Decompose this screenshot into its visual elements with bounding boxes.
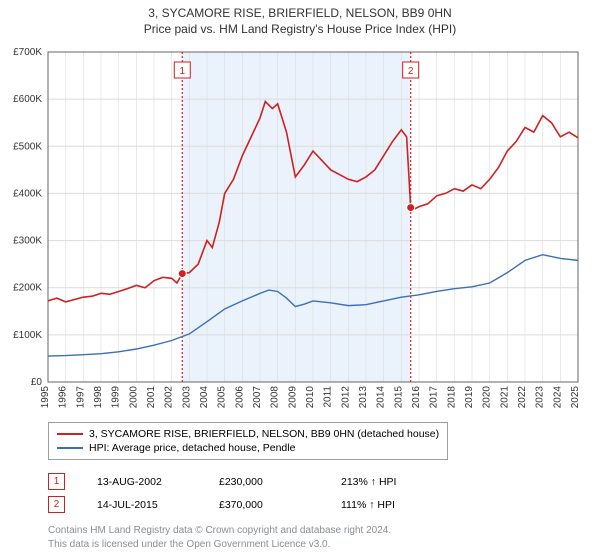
svg-text:£200K: £200K <box>13 283 42 294</box>
svg-text:2009: 2009 <box>287 386 298 409</box>
svg-text:2011: 2011 <box>323 386 334 408</box>
x-axis: 1995 1996 1997 1998 1999 2000 2001 2002 2003 2004… <box>40 380 600 424</box>
svg-text:£400K: £400K <box>13 188 42 199</box>
legend-item: 3, SYCAMORE RISE, BRIERFIELD, NELSON, BB… <box>57 427 439 441</box>
svg-text:2001: 2001 <box>146 386 157 409</box>
sale-marker-badge: 1 <box>48 473 65 490</box>
svg-text:2023: 2023 <box>535 386 546 409</box>
svg-text:2000: 2000 <box>128 386 139 409</box>
svg-text:2002: 2002 <box>164 386 175 409</box>
svg-text:£300K: £300K <box>13 236 42 247</box>
svg-text:£700K: £700K <box>13 47 42 58</box>
svg-text:1995: 1995 <box>40 386 51 409</box>
svg-text:2014: 2014 <box>376 386 387 409</box>
sale-price: £370,000 <box>219 499 309 511</box>
svg-text:2020: 2020 <box>482 386 493 409</box>
legend-item: HPI: Average price, detached house, Pend… <box>57 441 439 455</box>
svg-text:2025: 2025 <box>570 386 581 409</box>
sales-table: 1 13-AUG-2002 £230,000 213% ↑ HPI 2 14-J… <box>48 470 578 516</box>
attribution-line: Contains HM Land Registry data © Crown c… <box>48 524 578 538</box>
sale-hpi-rel: 111% ↑ HPI <box>341 499 491 511</box>
svg-text:2013: 2013 <box>358 386 369 409</box>
svg-text:2018: 2018 <box>446 386 457 409</box>
svg-text:2021: 2021 <box>499 386 510 409</box>
svg-text:2006: 2006 <box>234 386 245 409</box>
attribution: Contains HM Land Registry data © Crown c… <box>48 524 578 551</box>
svg-text:2004: 2004 <box>199 386 210 409</box>
legend-label: HPI: Average price, detached house, Pend… <box>89 442 295 454</box>
legend-swatch <box>57 433 83 435</box>
sale-date: 14-JUL-2015 <box>97 499 187 511</box>
legend-swatch <box>57 447 83 449</box>
sale-hpi-rel: 213% ↑ HPI <box>341 476 491 488</box>
svg-text:2012: 2012 <box>340 386 351 409</box>
table-row: 1 13-AUG-2002 £230,000 213% ↑ HPI <box>48 470 578 493</box>
svg-text:2010: 2010 <box>305 386 316 409</box>
legend: 3, SYCAMORE RISE, BRIERFIELD, NELSON, BB… <box>48 422 448 460</box>
svg-text:1998: 1998 <box>93 386 104 409</box>
svg-text:£500K: £500K <box>13 141 42 152</box>
svg-text:2005: 2005 <box>217 386 228 409</box>
svg-text:2: 2 <box>408 66 414 77</box>
svg-text:1996: 1996 <box>58 386 69 409</box>
svg-text:2008: 2008 <box>270 386 281 409</box>
chart-plot: £0£100K£200K£300K£400K£500K£600K£700K12 <box>48 52 578 382</box>
sale-price: £230,000 <box>219 476 309 488</box>
title-address: 3, SYCAMORE RISE, BRIERFIELD, NELSON, BB… <box>0 6 600 20</box>
attribution-line: This data is licensed under the Open Gov… <box>48 538 578 552</box>
title-subtitle: Price paid vs. HM Land Registry's House … <box>0 22 600 36</box>
svg-text:1: 1 <box>179 66 185 77</box>
svg-text:£600K: £600K <box>13 94 42 105</box>
legend-label: 3, SYCAMORE RISE, BRIERFIELD, NELSON, BB… <box>89 428 439 440</box>
svg-text:1997: 1997 <box>75 386 86 409</box>
chart-title-block: 3, SYCAMORE RISE, BRIERFIELD, NELSON, BB… <box>0 0 600 36</box>
svg-text:£100K: £100K <box>13 330 42 341</box>
table-row: 2 14-JUL-2015 £370,000 111% ↑ HPI <box>48 493 578 516</box>
sale-date: 13-AUG-2002 <box>97 476 187 488</box>
sale-marker-badge: 2 <box>48 496 65 513</box>
svg-text:2015: 2015 <box>393 386 404 409</box>
svg-text:2003: 2003 <box>181 386 192 409</box>
svg-text:1999: 1999 <box>111 386 122 409</box>
svg-text:2016: 2016 <box>411 386 422 409</box>
svg-text:2017: 2017 <box>429 386 440 409</box>
svg-text:2007: 2007 <box>252 386 263 409</box>
svg-text:2022: 2022 <box>517 386 528 409</box>
svg-text:2024: 2024 <box>552 386 563 409</box>
svg-text:2019: 2019 <box>464 386 475 409</box>
